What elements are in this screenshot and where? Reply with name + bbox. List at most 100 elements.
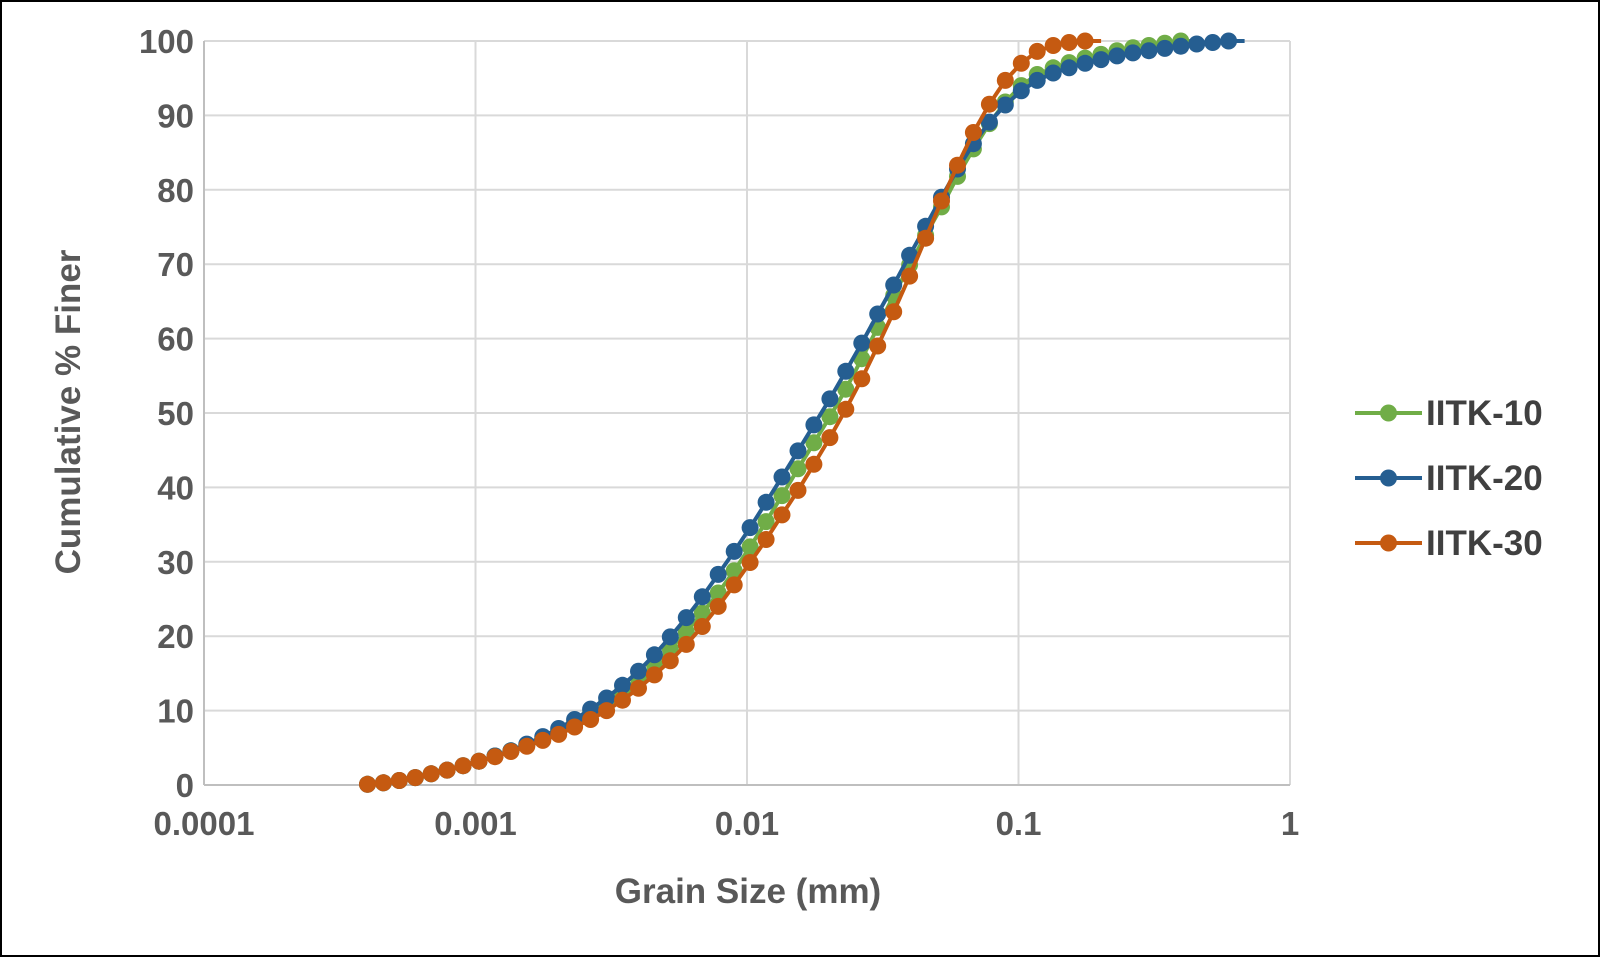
data-point [789,481,807,499]
data-point [709,565,727,583]
data-point [1044,64,1062,82]
data-point [709,597,727,615]
data-point [757,513,775,531]
data-point [1188,35,1206,53]
data-point [1092,51,1110,69]
data-point [853,370,871,388]
y-tick-label: 80 [157,172,194,209]
y-tick-label: 40 [157,469,194,506]
data-point [677,609,695,627]
data-point [438,761,456,779]
data-point [741,519,759,537]
data-point [853,334,871,352]
data-point [996,96,1014,114]
legend-item-iitk-30: IITK-30 [1355,524,1543,563]
data-point [757,531,775,548]
data-point [614,691,631,709]
y-tick-label: 30 [157,544,194,581]
legend-item-iitk-10: IITK-10 [1355,394,1543,433]
data-point [661,628,679,646]
data-point [949,156,966,174]
data-point [741,538,759,556]
data-point [1108,47,1126,65]
y-tick-label: 20 [157,618,194,655]
data-point [741,554,759,571]
data-point [773,487,791,505]
data-point [661,652,679,670]
data-point [693,588,711,606]
data-point [1044,37,1062,54]
tick-labels: 0 10 20 30 40 50 60 70 80 90 100 0.0001 0.001 0.01 0.1… [139,23,1299,842]
gridlines [204,40,1291,785]
data-point [821,429,839,447]
data-point [1060,59,1078,77]
data-point [821,390,839,408]
data-point [805,455,823,473]
data-point [518,737,536,755]
data-point [566,718,584,736]
legend: IITK-10 IITK-20 IITK-30 [1355,394,1543,563]
data-point [837,380,855,398]
data-point [1156,39,1174,57]
data-point [486,748,504,766]
data-point [1124,44,1142,62]
data-point [693,604,711,622]
data-point [837,400,855,418]
data-point [1012,82,1030,100]
data-point [996,71,1014,89]
data-point [470,752,488,770]
data-point [901,267,919,285]
data-point [582,711,600,728]
x-tick-label: 0.0001 [154,805,255,842]
y-tick-label: 60 [157,321,194,358]
x-tick-label: 0.001 [434,805,517,842]
series-plot-area [359,32,1245,793]
y-tick-label: 90 [157,97,194,134]
data-point [869,337,887,355]
data-point [1076,32,1094,50]
y-axis-title: Cumulative % Finer [49,249,88,574]
series-iitk-30 [359,32,1102,793]
data-point [1204,34,1222,51]
data-point [693,618,711,635]
legend-item-iitk-20: IITK-20 [1355,459,1543,498]
x-axis-title: Grain Size (mm) [615,872,881,911]
legend-swatch-marker [1380,404,1397,422]
legend-swatch-marker [1380,534,1397,552]
y-tick-label: 10 [157,693,194,730]
data-point [789,442,807,460]
data-point [725,576,743,594]
data-point [933,192,950,210]
legend-label: IITK-20 [1426,459,1543,498]
data-point [980,113,998,131]
data-point [805,416,823,434]
x-tick-label: 1 [1281,805,1299,842]
legend-label: IITK-10 [1426,394,1543,433]
data-point [630,662,647,680]
data-point [502,743,520,760]
data-point [1172,37,1190,55]
data-point [980,95,998,113]
data-point [885,276,903,294]
data-point [773,506,791,524]
data-point [709,584,727,602]
data-point [805,434,823,452]
data-point [534,731,552,749]
data-point [1028,42,1046,60]
data-point [964,124,982,141]
data-point [789,460,807,478]
data-point [821,408,839,426]
data-point [390,772,408,789]
data-point [757,493,775,511]
data-point [598,702,616,720]
data-point [1028,71,1046,89]
legend-label: IITK-30 [1426,524,1543,563]
data-point [725,542,743,560]
data-point [598,689,616,707]
data-point [359,775,376,793]
data-point [454,757,472,775]
data-point [614,676,631,694]
data-point [1012,54,1030,72]
data-point [1220,32,1238,50]
